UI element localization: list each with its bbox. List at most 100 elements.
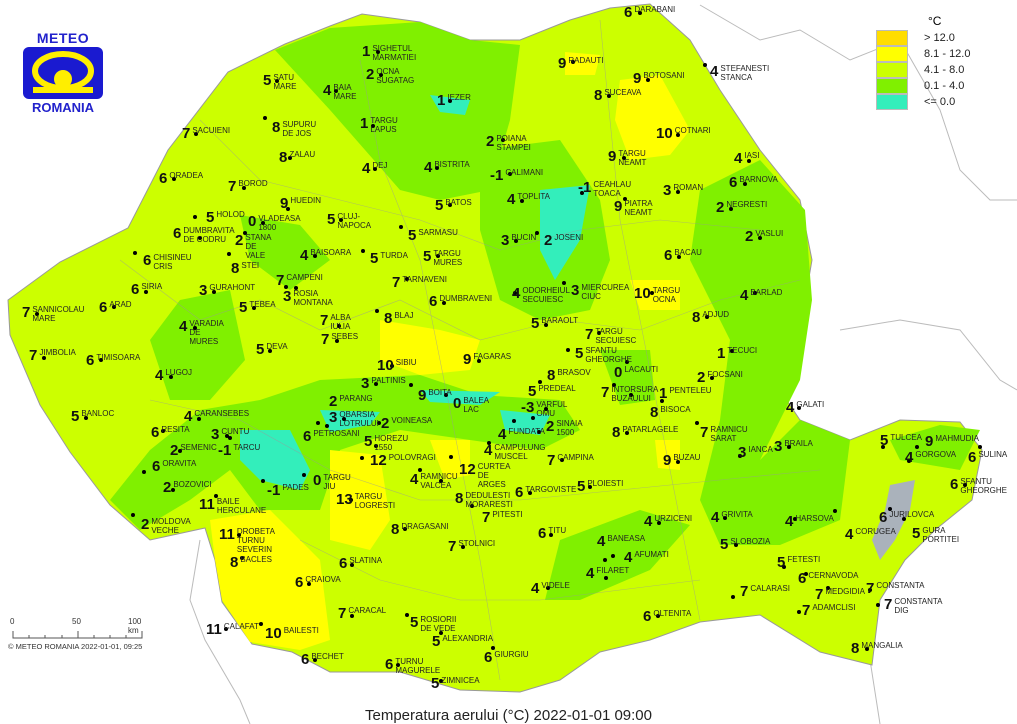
map-title: Temperatura aerului (°C) 2022-01-01 09:0… — [365, 707, 652, 724]
station-name: CEAHLAU TOACA — [593, 180, 632, 198]
station-temperature: 8 — [455, 490, 464, 507]
station-temperature: 5 — [912, 525, 921, 542]
station-name: HUEDIN — [290, 196, 322, 205]
station: 9 BOITA — [418, 388, 452, 403]
station-name: GRIVITA — [721, 510, 753, 519]
station-marker — [797, 610, 801, 614]
station: 3 IANCA — [738, 445, 773, 460]
station-name: OCNA SUGATAG — [376, 67, 415, 85]
station-marker — [676, 133, 680, 137]
station-marker — [224, 627, 228, 631]
station-marker — [902, 517, 906, 521]
logo-text-top: METEO — [36, 30, 90, 46]
station-temperature: 6 — [729, 174, 738, 191]
station-name: TEBEA — [249, 300, 276, 309]
station-temperature: 5 — [577, 478, 586, 495]
station-temperature: 5 — [408, 227, 417, 244]
station-temperature: 3 — [361, 375, 370, 392]
station-marker — [390, 364, 394, 368]
station-temperature: 7 — [29, 347, 38, 364]
station-temperature: 7 — [482, 509, 491, 526]
station-marker — [703, 63, 707, 67]
station-temperature: 4 — [507, 191, 516, 208]
station-name: TARGU JIU — [323, 473, 351, 491]
station-marker — [676, 460, 680, 464]
station-temperature: 6 — [798, 570, 807, 587]
station: 7 RAMNICU SARAT — [700, 425, 748, 443]
station-marker — [161, 429, 165, 433]
station-marker — [758, 236, 762, 240]
station-marker — [501, 138, 505, 142]
station: 8 ADJUD — [692, 310, 729, 325]
station-name: CONSTANTA DIG — [894, 597, 943, 615]
station-temperature: 7 — [802, 602, 811, 619]
station: 4 BAISOARA — [300, 248, 351, 263]
station: 2 VASLUI — [745, 229, 783, 244]
station-temperature: 7 — [320, 312, 329, 329]
station: 3 CUNTU — [211, 427, 249, 442]
station: -1 CALIMANI — [490, 168, 543, 183]
station-temperature: 2 — [141, 516, 150, 533]
station: 4 BARLAD — [740, 288, 782, 303]
station-temperature: 11 — [199, 496, 215, 513]
station: 4 GRIVITA — [711, 510, 753, 525]
station-marker — [334, 89, 338, 93]
station: 9 MAHMUDIA — [925, 434, 979, 449]
station-marker — [978, 445, 982, 449]
station: 5 HOLOD — [206, 210, 245, 225]
station-marker — [240, 556, 244, 560]
station-marker — [508, 172, 512, 176]
station-marker — [444, 393, 448, 397]
station-name: PIATRA NEAMT — [624, 199, 653, 217]
station-marker — [705, 315, 709, 319]
station-name: GIURGIU — [494, 650, 529, 659]
station-temperature: 10 — [377, 357, 394, 374]
station: 2 POIANA STAMPEI — [486, 134, 531, 152]
station-temperature: -1 — [267, 482, 281, 499]
station-name: PALTINIS — [371, 376, 406, 385]
station-marker — [376, 50, 380, 54]
station-marker — [435, 166, 439, 170]
station-name: GURAHONT — [209, 283, 256, 292]
station-temperature: 1 — [659, 385, 668, 402]
station-temperature: 2 — [235, 232, 244, 249]
station-temperature: 2 — [546, 418, 555, 435]
station-name: BACAU — [674, 248, 702, 257]
station-temperature: 5 — [423, 248, 432, 265]
station-temperature: 9 — [925, 433, 934, 450]
station-marker — [535, 231, 539, 235]
station-temperature: 4 — [734, 150, 743, 167]
station: 4 TOPLITA — [507, 192, 550, 207]
station: 5 BANLOC — [71, 409, 114, 424]
station-marker — [915, 445, 919, 449]
station-marker — [349, 498, 353, 502]
station-temperature: 9 — [418, 387, 427, 404]
station-temperature: 6 — [339, 555, 348, 572]
station: 7 CONSTANTA DIG — [884, 597, 942, 615]
legend-swatch — [876, 78, 908, 94]
station-name: BISOCA — [660, 405, 691, 414]
station: 7 CONSTANTA — [866, 581, 925, 596]
station-temperature: 4 — [323, 82, 332, 99]
station: 0 VLADEASA 1800 — [248, 214, 300, 232]
station-marker — [436, 254, 440, 258]
station-marker — [377, 421, 381, 425]
station-temperature: 8 — [547, 367, 556, 384]
station-name: NEGRESTI — [726, 200, 768, 209]
station-temperature: 6 — [968, 449, 977, 466]
station: 9 BOTOSANI — [633, 71, 685, 86]
station-temperature: 3 — [283, 288, 292, 305]
station: 6 JURILOVCA — [879, 510, 934, 525]
station-temperature: 5 — [364, 433, 373, 450]
station-temperature: 6 — [950, 476, 959, 493]
station-temperature: 5 — [431, 675, 440, 692]
station: 3 BUCIN — [501, 233, 536, 248]
legend-item: 8.1 - 12.0 — [876, 46, 970, 62]
station-temperature: 4 — [512, 285, 521, 302]
station-name: URZICENI — [654, 514, 693, 523]
station-name: TITU — [548, 526, 567, 535]
meteo-romania-logo: METEO ROMANIA — [22, 30, 104, 115]
station-temperature: -1 — [490, 167, 504, 184]
station-name: ALBA IULIA — [330, 313, 351, 331]
